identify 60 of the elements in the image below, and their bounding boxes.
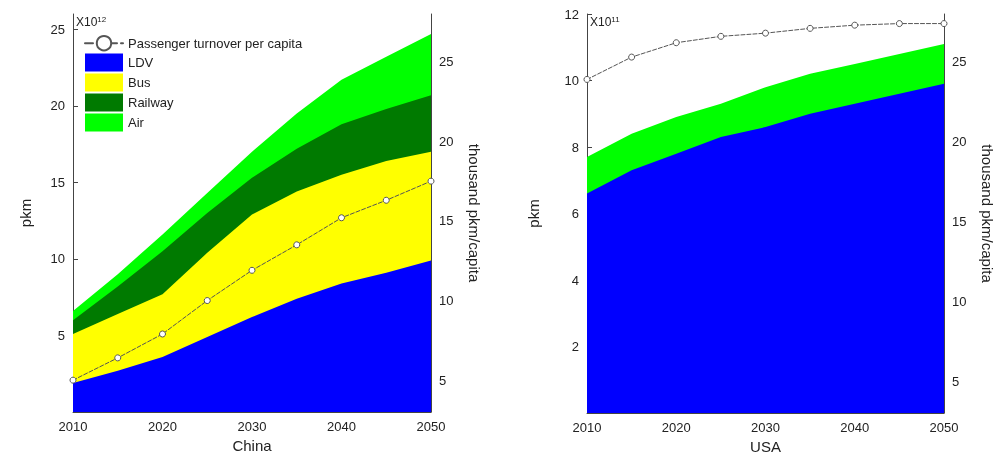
y2-tick-label: 25 — [439, 54, 454, 70]
x-tick-label: 2040 — [840, 420, 870, 435]
x-axis-title: USA — [750, 438, 781, 455]
point — [717, 32, 725, 40]
y-tick-label: 6 — [571, 206, 579, 221]
x-axis-title: China — [232, 437, 273, 454]
x-tick-label: 2030 — [751, 420, 780, 435]
x-tick-label: 2010 — [572, 420, 602, 435]
y-tick-label: 8 — [571, 139, 579, 155]
point — [338, 214, 345, 222]
y2-tick-label: 10 — [439, 293, 454, 309]
y2-tick-label: 15 — [439, 213, 454, 229]
y-tick-label: 25 — [50, 21, 65, 37]
point — [382, 196, 390, 204]
x-tick-label: 2010 — [58, 419, 88, 434]
point — [895, 20, 903, 28]
y2-tick-label: 15 — [952, 213, 967, 229]
legend-label: LDV — [128, 54, 154, 70]
y2-tick-label: 5 — [439, 372, 447, 388]
point — [114, 354, 122, 362]
y-axis-title: pkm — [525, 199, 542, 228]
y2-tick-label: 5 — [952, 373, 960, 389]
point — [672, 39, 680, 47]
point — [293, 241, 301, 249]
y-axis-title: pkm — [17, 198, 34, 228]
y2-tick-label: 25 — [952, 54, 967, 70]
x-tick-label: 2050 — [929, 420, 959, 435]
y-tick-label: 12 — [564, 6, 579, 22]
x-tick-label: 2040 — [327, 419, 356, 434]
point — [159, 330, 166, 338]
x-tick-label: 2020 — [148, 419, 177, 434]
y-tick-label: 5 — [57, 327, 65, 343]
y-tick-label: 10 — [50, 251, 65, 267]
point — [248, 266, 256, 274]
y-tick-label: 2 — [571, 339, 579, 354]
y-tick-label: 4 — [571, 272, 579, 288]
y2-axis-title: thousand pkm/capita — [466, 143, 483, 283]
y2-tick-label: 10 — [952, 293, 967, 309]
point — [583, 75, 591, 83]
y2-tick-label: 20 — [439, 133, 454, 149]
y2-tick-label: 20 — [952, 134, 967, 150]
y-tick-label: 15 — [50, 174, 65, 190]
legend-label: Bus — [128, 74, 151, 90]
x-tick-label: 2030 — [237, 419, 267, 434]
point — [628, 53, 636, 61]
point — [203, 297, 211, 305]
x-tick-label: 2020 — [661, 420, 691, 435]
y2-axis-title: thousand pkm/capita — [979, 144, 996, 284]
point — [762, 29, 769, 37]
x-tick-label: 2050 — [416, 419, 446, 434]
point — [427, 177, 435, 185]
point — [851, 21, 859, 29]
point — [940, 20, 948, 28]
y-tick-label: 20 — [50, 98, 65, 114]
legend-label: Passenger turnover per capita — [128, 35, 303, 51]
y-tick-label: 10 — [564, 73, 579, 88]
legend-label: Railway — [128, 94, 175, 110]
point — [69, 376, 77, 384]
point — [806, 24, 814, 32]
legend-label: Air — [128, 114, 145, 130]
